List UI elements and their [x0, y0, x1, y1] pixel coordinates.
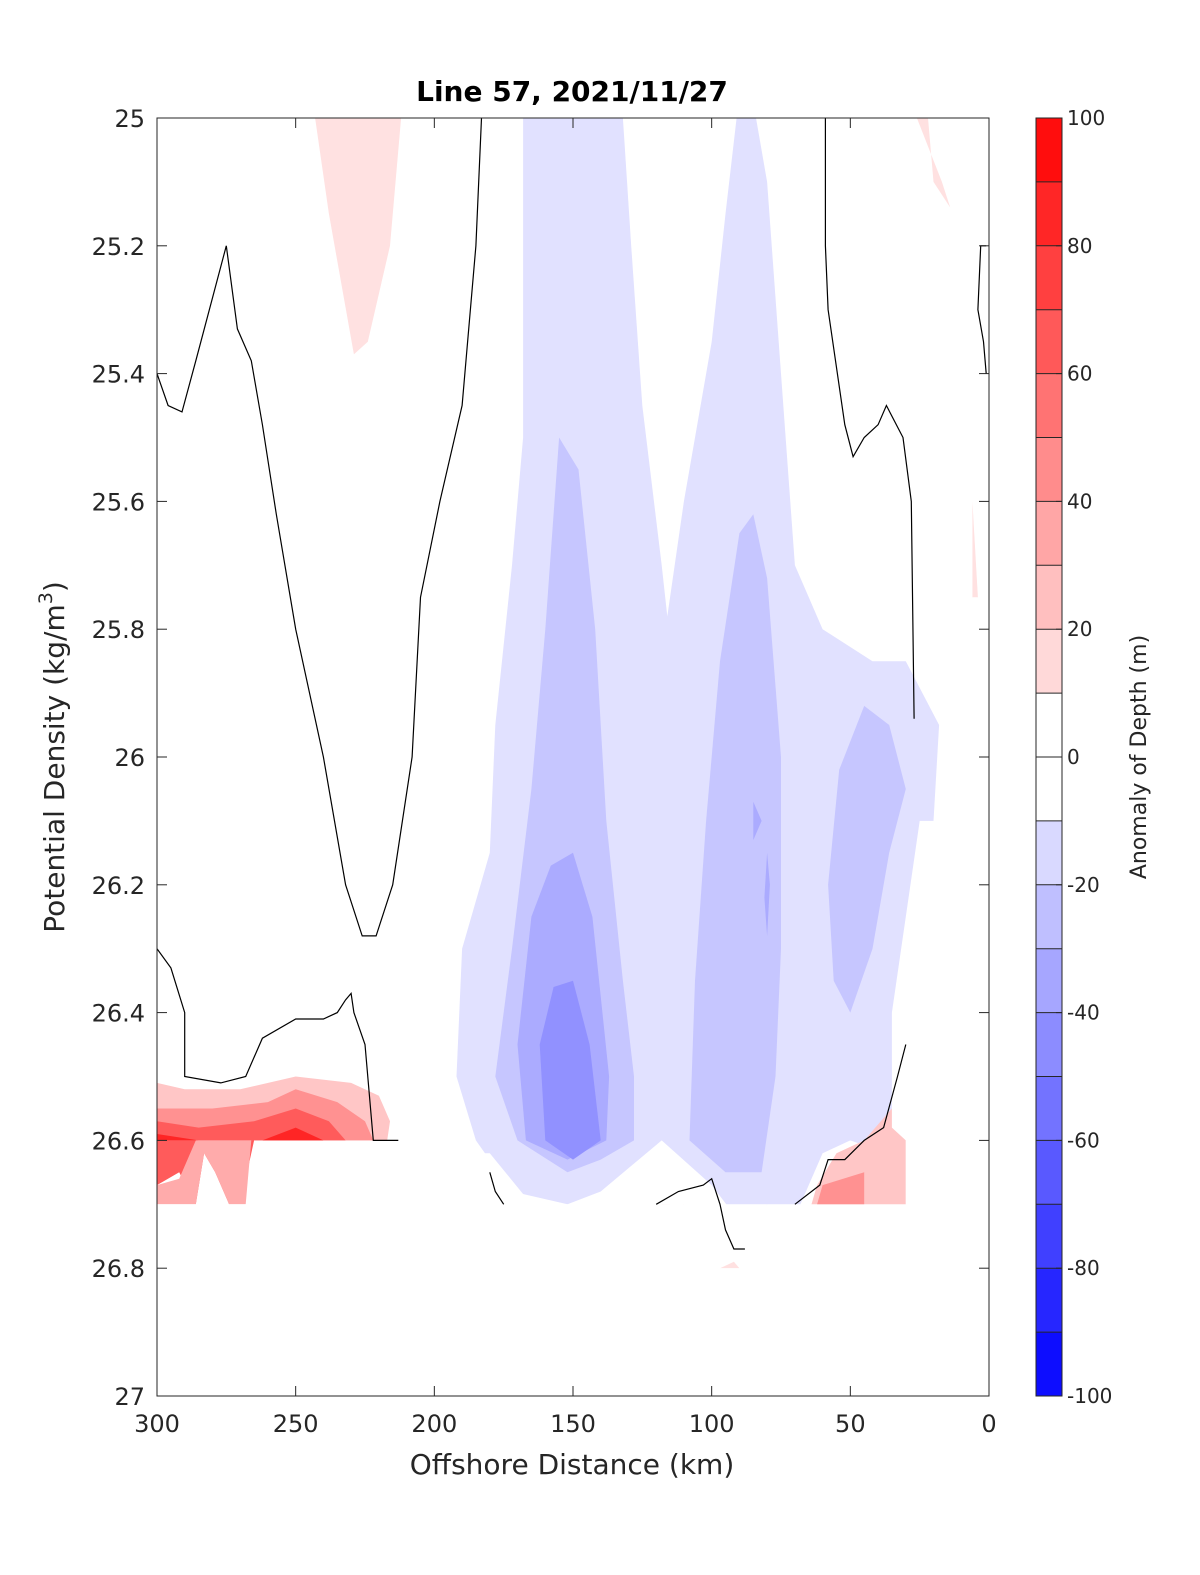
colorbar-band — [1036, 757, 1062, 821]
contour-band-12 — [157, 1140, 252, 1205]
y-axis-title-superscript: 3 — [35, 592, 57, 604]
zero-contour-line-1 — [157, 948, 399, 1142]
x-tick-label: 100 — [689, 1410, 735, 1438]
x-tick-label: 50 — [835, 1410, 866, 1438]
zero-contour-line-2 — [824, 118, 915, 719]
colorbar-tick-label: 100 — [1067, 106, 1105, 130]
x-tick-label: 250 — [273, 1410, 319, 1438]
y-tick-label: 26.4 — [92, 1000, 145, 1028]
zero-contour-line-5 — [489, 1172, 505, 1205]
chart-title: Line 57, 2021/11/27 — [416, 75, 728, 108]
y-tick-label: 27 — [114, 1383, 145, 1411]
colorbar-band — [1036, 437, 1062, 502]
colorbar-band — [1036, 118, 1062, 182]
contour-fill-layer — [157, 118, 989, 1396]
colorbar-band — [1036, 1012, 1062, 1077]
x-tick-label: 300 — [134, 1410, 180, 1438]
colorbar-band — [1036, 1140, 1062, 1205]
colorbar: 100 80 60 40 20 0 -20 -40 -60 -80 -100 — [1035, 106, 1112, 1408]
x-tick-label: 200 — [411, 1410, 457, 1438]
colorbar-title: Anomaly of Depth (m) — [1127, 635, 1152, 879]
colorbar-band — [1036, 245, 1062, 310]
colorbar-band — [1036, 1268, 1062, 1333]
contour-band-14 — [817, 1172, 865, 1205]
colorbar-band — [1036, 1204, 1062, 1269]
no-data-region-0 — [157, 820, 989, 1396]
y-tick-label: 26.6 — [92, 1127, 145, 1155]
colorbar-band — [1036, 1076, 1062, 1141]
y-axis-title-close: ) — [38, 581, 71, 592]
contour-band-19 — [916, 118, 951, 208]
colorbar-tick-label: 0 — [1067, 745, 1080, 769]
colorbar-tick-label: -60 — [1067, 1128, 1100, 1152]
y-axis-title-main: Potential Density (kg/m — [38, 604, 71, 933]
colorbar-tick-label: -100 — [1067, 1384, 1112, 1408]
y-tick-label: 25.6 — [92, 488, 145, 516]
colorbar-tick-label: 80 — [1067, 234, 1092, 258]
contour-band-6 — [539, 980, 601, 1160]
colorbar-band — [1036, 373, 1062, 438]
x-tick-label: 0 — [981, 1410, 996, 1438]
y-tick-label: 25.4 — [92, 361, 145, 389]
contour-band-20 — [972, 501, 978, 598]
contour-band-22 — [764, 852, 770, 936]
y-tick-label: 25.2 — [92, 233, 145, 261]
zero-contour-line-0 — [157, 118, 483, 937]
colorbar-tick-label: 40 — [1067, 489, 1092, 513]
colorbar-tick-label: 60 — [1067, 362, 1092, 386]
zero-contour-line-4 — [794, 1044, 907, 1205]
y-tick-label: 26.2 — [92, 872, 145, 900]
colorbar-tick-label: 20 — [1067, 617, 1092, 641]
contour-band-18 — [720, 1261, 740, 1269]
contour-band-21 — [753, 801, 762, 841]
x-axis-title: Offshore Distance (km) — [410, 1448, 735, 1481]
zero-contour-line-6 — [655, 1177, 745, 1250]
contour-band-3 — [689, 514, 781, 1173]
x-tick-label: 150 — [550, 1410, 596, 1438]
colorbar-band — [1036, 629, 1062, 694]
contour-band-0 — [315, 118, 402, 355]
colorbar-band — [1036, 820, 1062, 885]
contour-line-layer — [157, 118, 987, 1250]
axis-ticks: 300 250 200 150 100 50 0 25 25.2 25.4 25.6 25.8 26 26… — [92, 105, 997, 1438]
colorbar-band — [1036, 501, 1062, 566]
contour-band-13 — [811, 1076, 906, 1205]
colorbar-band — [1036, 884, 1062, 949]
y-axis-title: Potential Density (kg/m3) — [35, 581, 71, 933]
colorbar-tick-label: -40 — [1067, 1001, 1100, 1025]
colorbar-band — [1036, 309, 1062, 374]
colorbar-band — [1036, 565, 1062, 630]
y-tick-label: 25.8 — [92, 616, 145, 644]
y-tick-label: 26.8 — [92, 1255, 145, 1283]
colorbar-tick-label: -80 — [1067, 1256, 1100, 1280]
contour-band-4 — [828, 705, 906, 1013]
colorbar-band — [1036, 693, 1062, 757]
contour-band-10 — [157, 1127, 324, 1141]
colorbar-band — [1036, 181, 1062, 246]
colorbar-band — [1036, 948, 1062, 1013]
y-tick-label: 26 — [114, 744, 145, 772]
colorbar-band — [1036, 1332, 1062, 1396]
colorbar-tick-label: -20 — [1067, 873, 1100, 897]
y-tick-label: 25 — [114, 105, 145, 133]
